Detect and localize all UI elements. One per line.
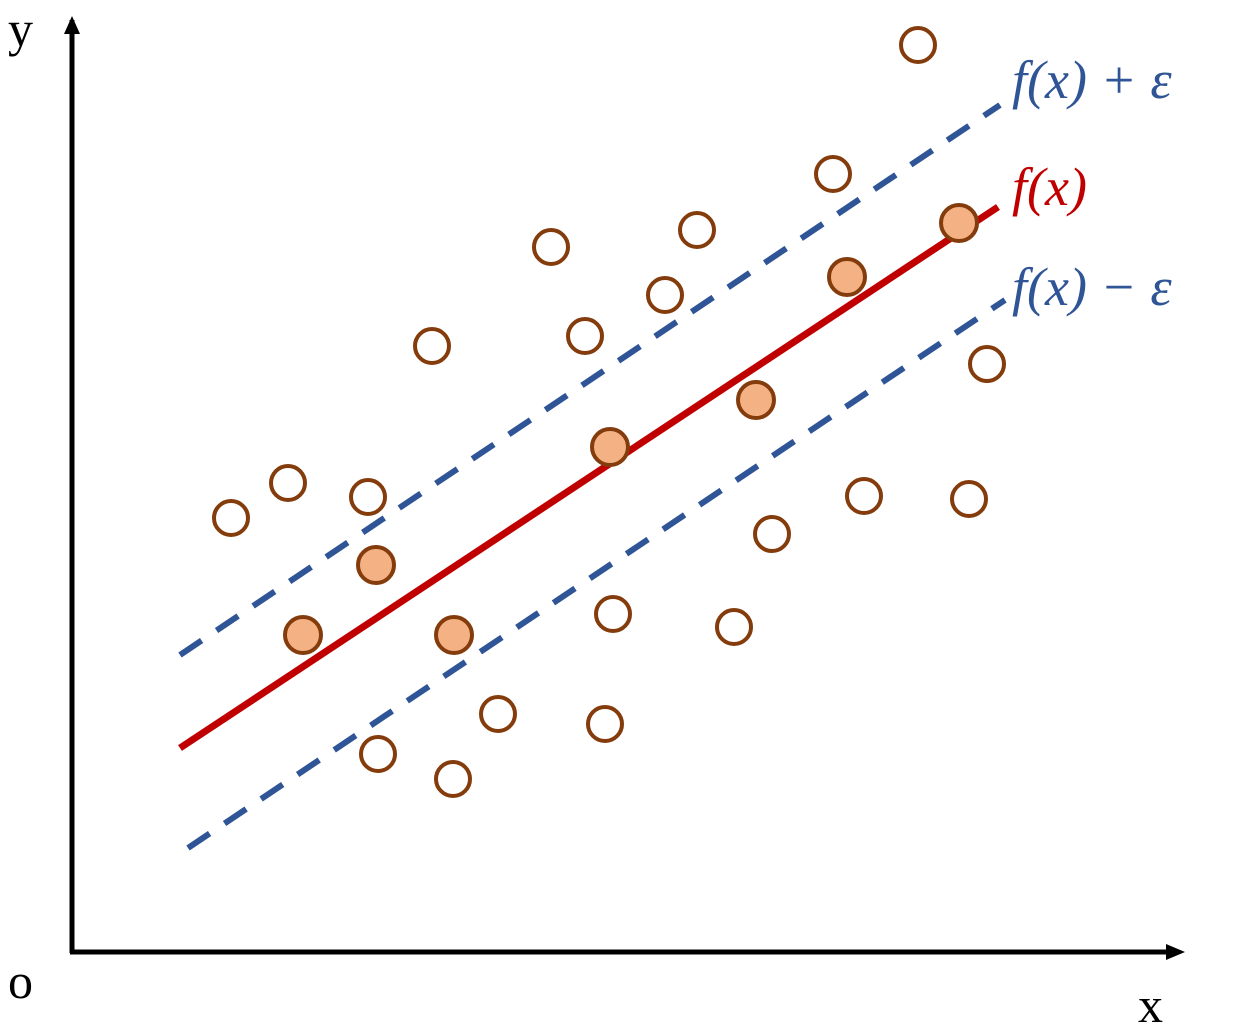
upper-bound [178,102,1002,658]
y-arrow [64,16,80,34]
hollow-points [212,26,1006,798]
regression-line [178,204,1000,751]
center-label: f(x) [1012,157,1087,217]
origin-label: o [8,953,33,1009]
upper-label: f(x) + ε [1012,50,1172,110]
lower-label: f(x) − ε [1012,257,1172,317]
x-arrow [1166,944,1185,960]
lower-bound [186,297,1007,851]
x-label: x [1138,977,1163,1030]
support-points [283,203,979,655]
y-label: y [8,1,33,57]
